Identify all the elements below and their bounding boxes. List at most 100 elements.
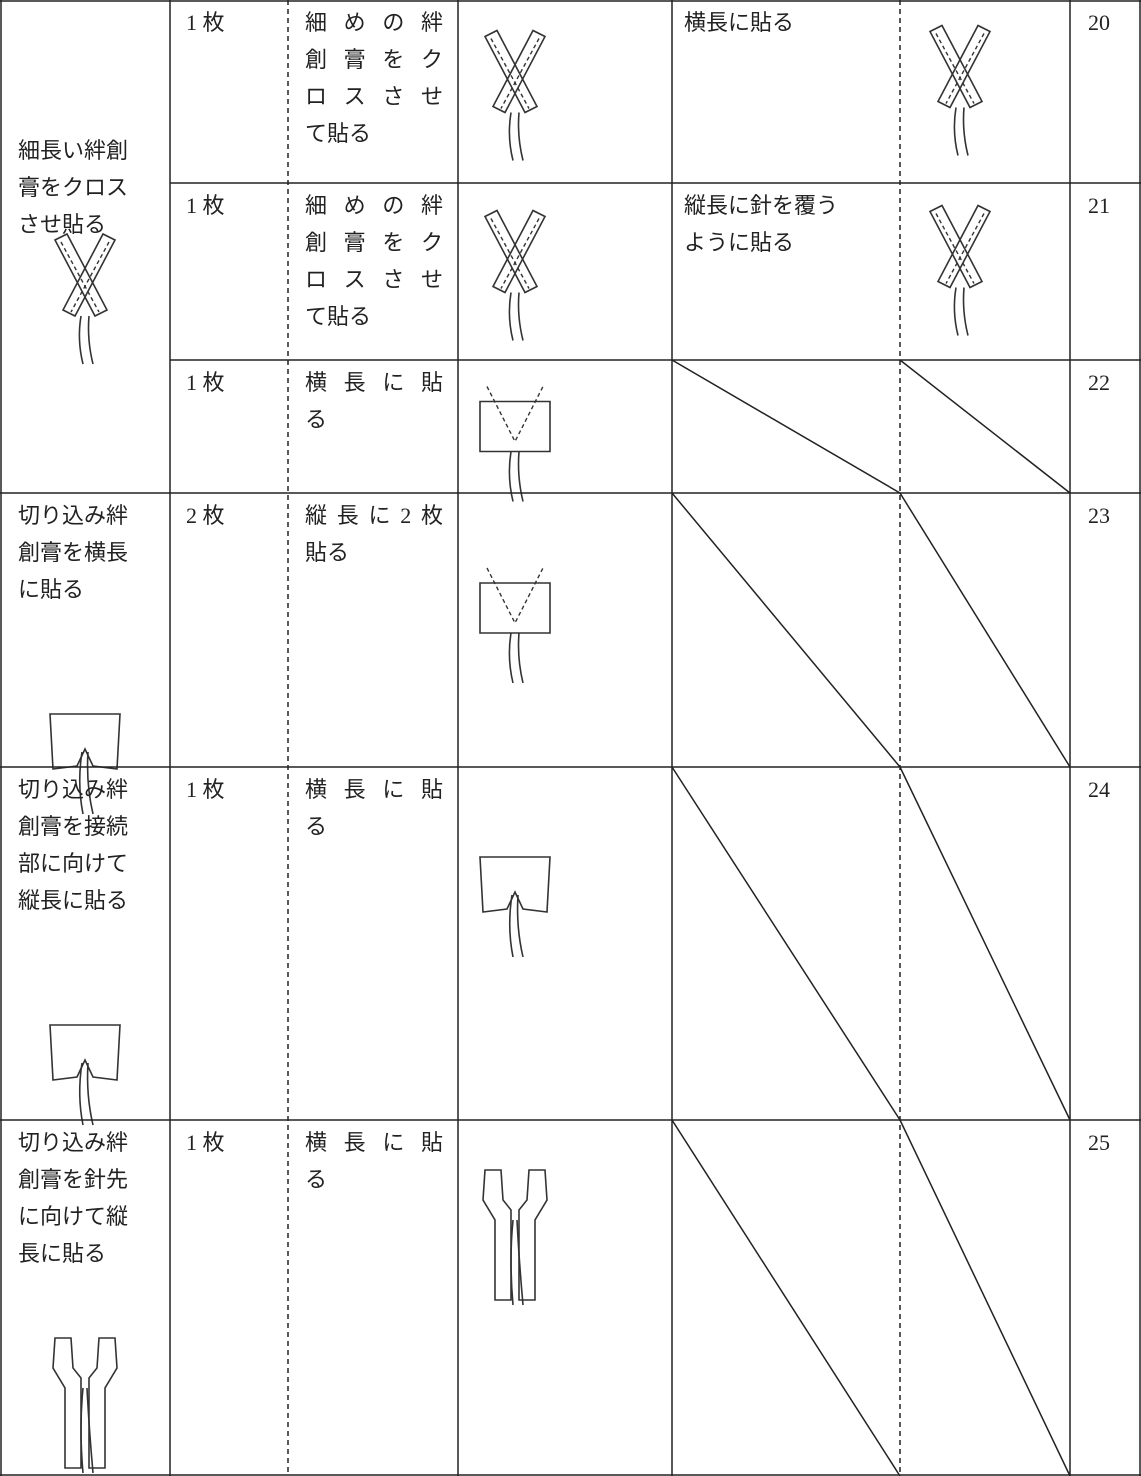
sketch-line bbox=[52, 1337, 82, 1469]
sketch bbox=[49, 713, 121, 815]
cell-text: 横長に貼 bbox=[305, 370, 443, 395]
sketch-line bbox=[962, 107, 969, 156]
sketch-line bbox=[479, 856, 551, 913]
sketch-line bbox=[516, 894, 524, 958]
rule bbox=[671, 766, 901, 1121]
sketch-line bbox=[517, 451, 524, 502]
cell-text: 横長に貼 bbox=[305, 1130, 443, 1155]
cell-text: ように貼る bbox=[684, 230, 794, 255]
sketch-line bbox=[491, 209, 547, 294]
cell-text: 縦長に2枚 bbox=[305, 503, 443, 528]
sketch-line bbox=[78, 1062, 84, 1126]
sketch-line bbox=[60, 241, 100, 313]
sketch-line bbox=[508, 292, 514, 341]
sketch-line bbox=[87, 315, 94, 365]
sketch-line bbox=[482, 1169, 512, 1301]
sketch-line bbox=[517, 292, 524, 341]
rule bbox=[899, 359, 1071, 494]
sketch-line bbox=[53, 232, 109, 318]
rule bbox=[899, 1119, 1071, 1476]
sketch-line bbox=[479, 400, 551, 453]
cell-text: 横長に貼る bbox=[684, 10, 794, 35]
count: 1 枚 bbox=[186, 10, 225, 35]
count: 1 枚 bbox=[186, 1130, 225, 1155]
rule bbox=[899, 492, 1071, 768]
sketch-line bbox=[86, 751, 94, 815]
sketch-line bbox=[517, 632, 524, 684]
sketch-line bbox=[483, 209, 539, 294]
count: 1 枚 bbox=[186, 193, 225, 218]
sketch-line bbox=[61, 232, 117, 318]
sketch-line bbox=[508, 632, 514, 684]
sketch-line bbox=[70, 241, 110, 313]
cell-text: 部に向けて bbox=[18, 851, 128, 876]
sketch-line bbox=[491, 29, 547, 114]
sketch-line bbox=[80, 1387, 84, 1474]
sketch-line bbox=[500, 38, 540, 109]
cell-text: ロスさせ bbox=[305, 84, 443, 109]
sketch-line bbox=[49, 1024, 121, 1081]
cell-text: ロスさせ bbox=[305, 267, 443, 292]
sketch-line bbox=[945, 33, 985, 104]
sketch-line bbox=[78, 751, 84, 815]
count: 2 枚 bbox=[186, 503, 225, 528]
sketch-line bbox=[508, 112, 514, 161]
rule bbox=[671, 359, 901, 494]
sketch bbox=[49, 1024, 121, 1126]
count: 1 枚 bbox=[186, 777, 225, 802]
sketch-line bbox=[935, 213, 975, 284]
rule bbox=[899, 766, 1071, 1121]
cell-text: 貼る bbox=[305, 540, 349, 565]
sketch bbox=[52, 1337, 118, 1474]
sketch-line bbox=[510, 1219, 514, 1306]
cell-text: 細長い絆創 bbox=[18, 138, 128, 163]
sketch-line bbox=[508, 894, 514, 958]
cell-text: 創膏を横長 bbox=[18, 540, 128, 565]
sketch-line bbox=[49, 713, 121, 770]
sketch bbox=[482, 1169, 548, 1306]
sketch-line bbox=[935, 33, 975, 104]
cell-text: て貼る bbox=[305, 121, 371, 146]
sketch-line bbox=[928, 24, 984, 109]
sketch-line bbox=[936, 204, 992, 289]
sketch-line bbox=[508, 451, 514, 502]
row-number: 25 bbox=[1088, 1130, 1110, 1155]
sketch-line bbox=[78, 315, 84, 365]
sketch bbox=[928, 24, 992, 156]
rule bbox=[671, 1119, 901, 1476]
sketch bbox=[479, 386, 551, 502]
sketch-line bbox=[945, 213, 985, 284]
sketch bbox=[483, 29, 547, 161]
sketch-line bbox=[953, 107, 959, 156]
cell-text: 創膏を針先 bbox=[18, 1167, 128, 1192]
cell-text: て貼る bbox=[305, 304, 371, 329]
sketch-line bbox=[479, 582, 551, 634]
cell-text: 創膏をク bbox=[305, 230, 443, 255]
sketch-line bbox=[486, 386, 544, 444]
cell-text: る bbox=[305, 407, 327, 432]
sketch bbox=[479, 856, 551, 958]
row-number: 24 bbox=[1088, 777, 1110, 802]
cell-text: に貼る bbox=[18, 577, 84, 602]
cell-text: 縦長に針を覆う bbox=[684, 193, 838, 218]
cell-text: に向けて縦 bbox=[18, 1204, 128, 1229]
cell-text: 切り込み絆 bbox=[18, 503, 128, 528]
sketch-line bbox=[518, 1169, 548, 1301]
sketch-line bbox=[928, 204, 984, 289]
sketch-line bbox=[86, 1387, 94, 1474]
sketch-line bbox=[88, 1337, 118, 1469]
sketch bbox=[483, 209, 547, 341]
sketch bbox=[479, 567, 551, 684]
sketch-line bbox=[490, 38, 530, 109]
sketch-line bbox=[490, 218, 530, 289]
cell-text: 切り込み絆 bbox=[18, 777, 128, 802]
sketch-line bbox=[483, 29, 539, 114]
cell-text: 長に貼る bbox=[18, 1241, 106, 1266]
cell-text: る bbox=[305, 1167, 327, 1192]
cell-text: 縦長に貼る bbox=[18, 888, 128, 913]
sketch-line bbox=[516, 1219, 524, 1306]
sketch-line bbox=[953, 287, 959, 336]
sketch-line bbox=[486, 567, 544, 625]
cell-text: 細めの絆 bbox=[305, 193, 443, 218]
